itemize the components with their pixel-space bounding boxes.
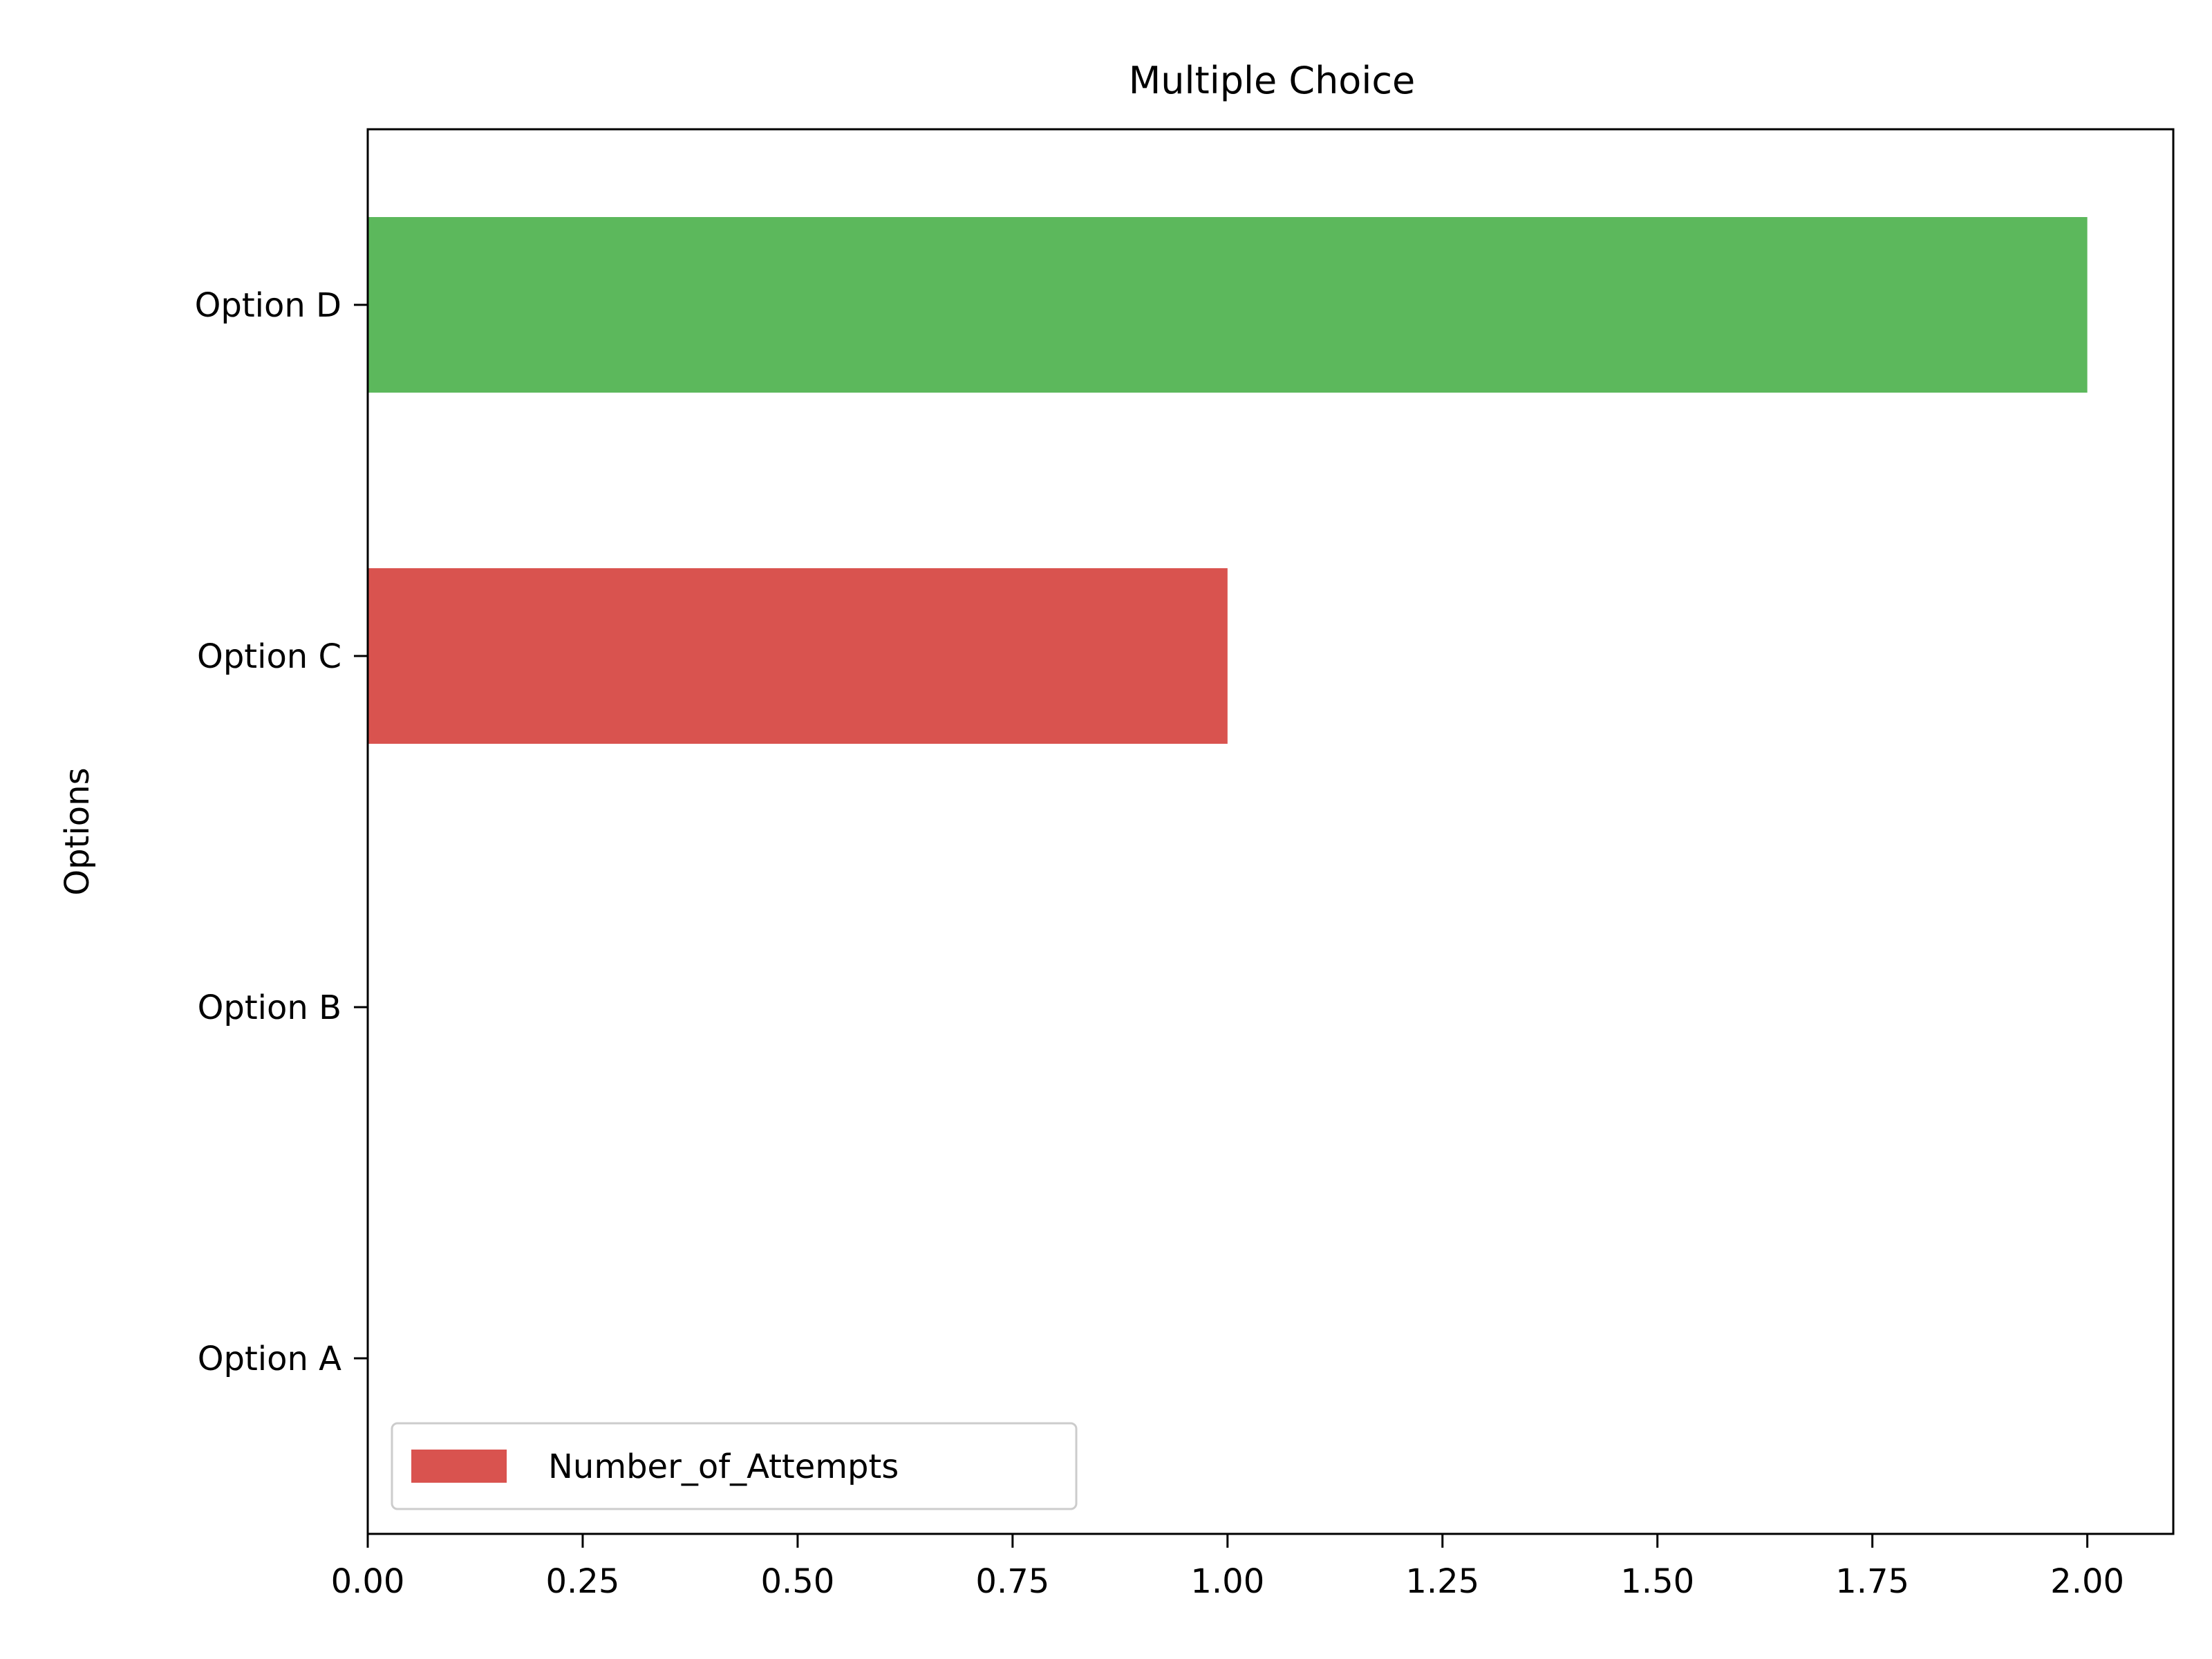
y-tick-label: Option D [195,286,341,325]
x-tick-label: 0.50 [760,1562,834,1601]
x-tick-label: 0.75 [975,1562,1049,1601]
y-tick-label: Option B [198,988,341,1027]
legend: Number_of_Attempts [391,1422,1078,1510]
x-tick-label: 2.00 [2050,1562,2124,1601]
x-tick-label: 0.25 [546,1562,620,1601]
x-tick-label: 1.50 [1620,1562,1694,1601]
bar-option-c [368,568,1228,744]
x-tick-label: 1.75 [1835,1562,1909,1601]
x-tick-label: 0.00 [331,1562,405,1601]
x-tick-label: 1.25 [1405,1562,1479,1601]
legend-label: Number_of_Attempts [548,1447,899,1486]
bar-option-d [368,217,2088,393]
y-axis-label: Options [58,767,97,895]
y-tick-label: Option A [198,1340,341,1378]
x-axis: 0.00 0.25 0.50 0.75 1.00 1.25 1.50 1.75 2.00 [331,1534,2124,1601]
plot-frame [366,128,2175,1535]
y-axis: Option A Option B Option C Option D [195,286,368,1378]
y-tick-label: Option C [197,637,341,676]
legend-swatch [411,1450,507,1483]
chart-title: Multiple Choice [1129,59,1416,102]
legend-box [391,1422,1078,1510]
x-tick-label: 1.00 [1190,1562,1264,1601]
bars-group [368,217,2088,744]
